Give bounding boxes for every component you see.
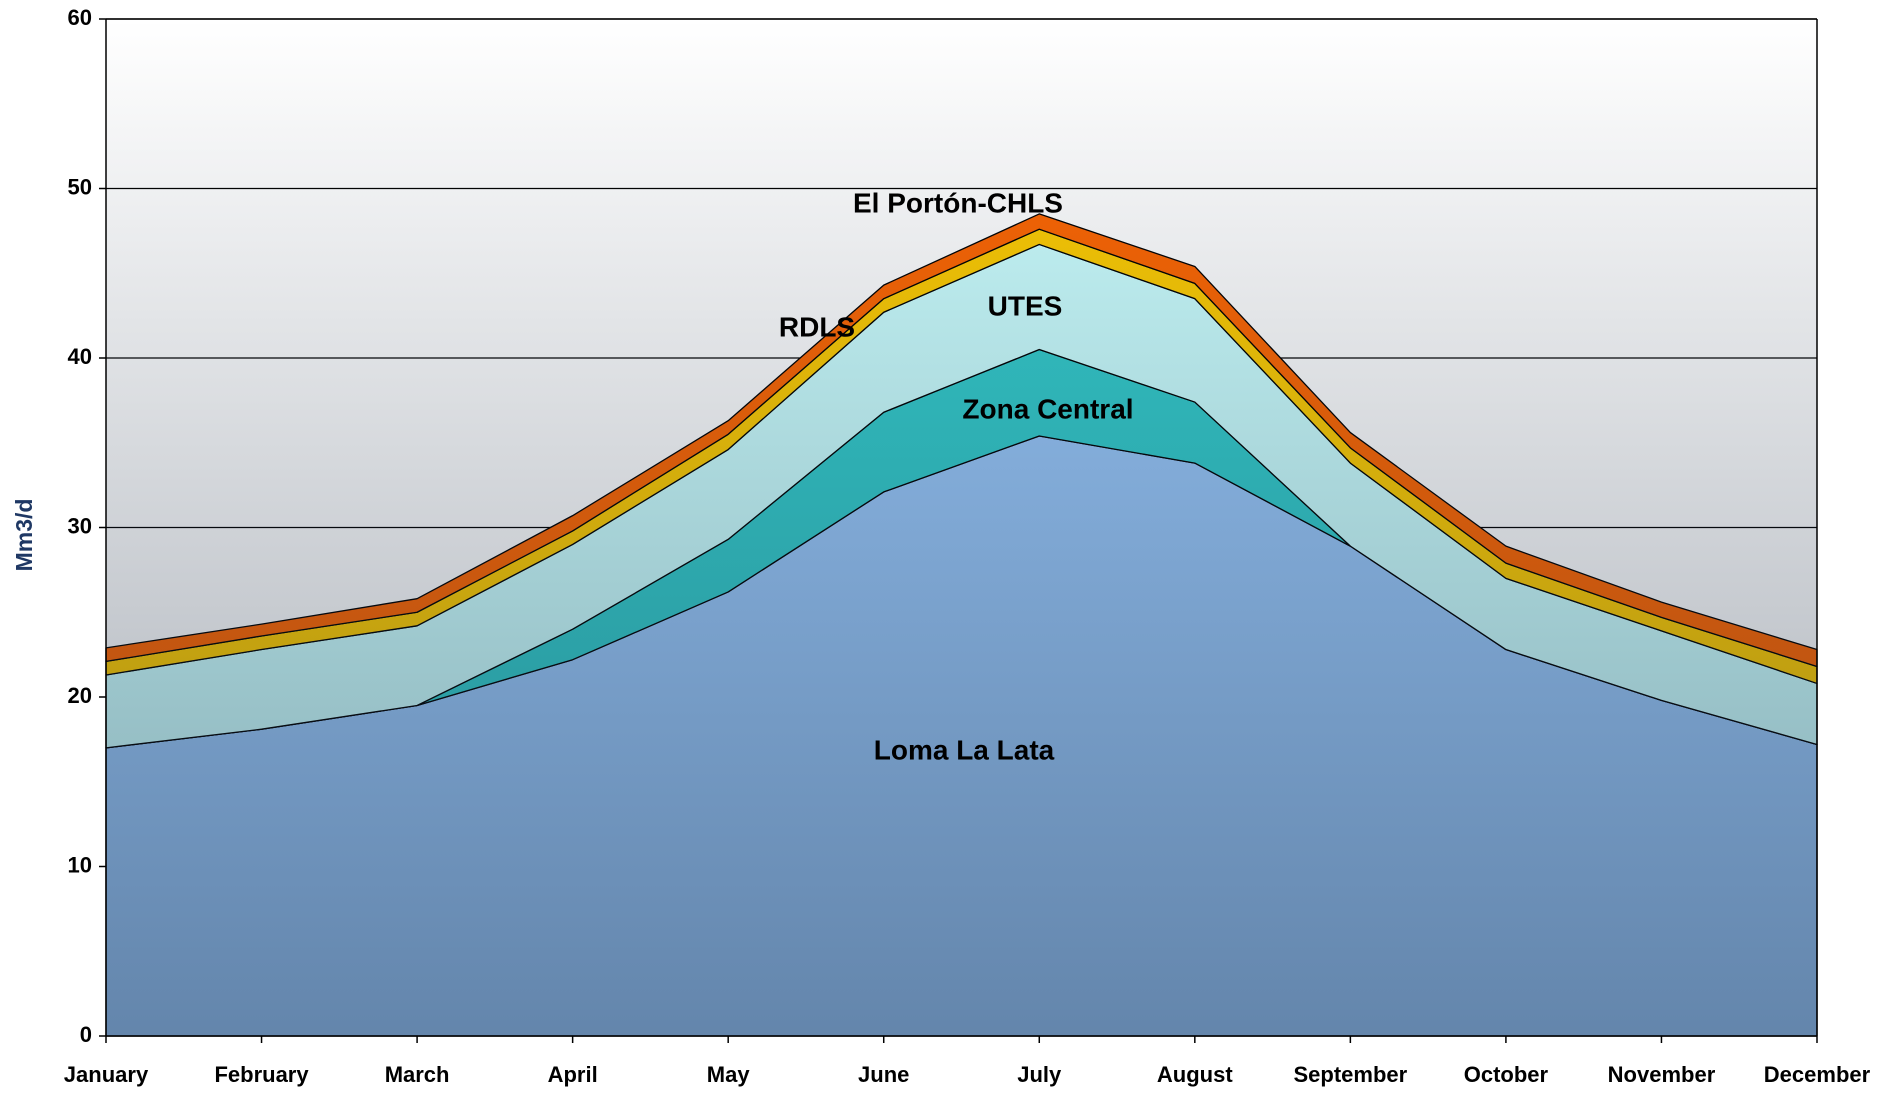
x-tick-label: September	[1294, 1062, 1408, 1087]
x-tick-label: June	[858, 1062, 909, 1087]
y-tick-label: 0	[80, 1022, 92, 1047]
x-tick-label: January	[64, 1062, 149, 1087]
y-tick-label: 40	[68, 344, 92, 369]
x-tick-label: December	[1764, 1062, 1871, 1087]
y-tick-label: 50	[68, 174, 92, 199]
x-tick-label: February	[214, 1062, 309, 1087]
x-tick-label: August	[1157, 1062, 1233, 1087]
series-label: RDLS	[779, 311, 855, 342]
series-label: Loma La Lata	[874, 734, 1055, 765]
x-tick-label: May	[707, 1062, 751, 1087]
y-tick-label: 60	[68, 5, 92, 30]
series-label: El Portón-CHLS	[853, 187, 1063, 218]
y-tick-label: 20	[68, 683, 92, 708]
y-axis-label: Mm3/d	[11, 499, 37, 572]
x-tick-label: October	[1464, 1062, 1549, 1087]
y-tick-label: 10	[68, 852, 92, 877]
x-tick-label: March	[385, 1062, 450, 1087]
x-tick-label: April	[548, 1062, 598, 1087]
series-label: UTES	[988, 290, 1063, 321]
series-label: Zona Central	[962, 393, 1133, 424]
x-tick-label: November	[1608, 1062, 1716, 1087]
x-tick-label: July	[1017, 1062, 1062, 1087]
y-tick-label: 30	[68, 513, 92, 538]
